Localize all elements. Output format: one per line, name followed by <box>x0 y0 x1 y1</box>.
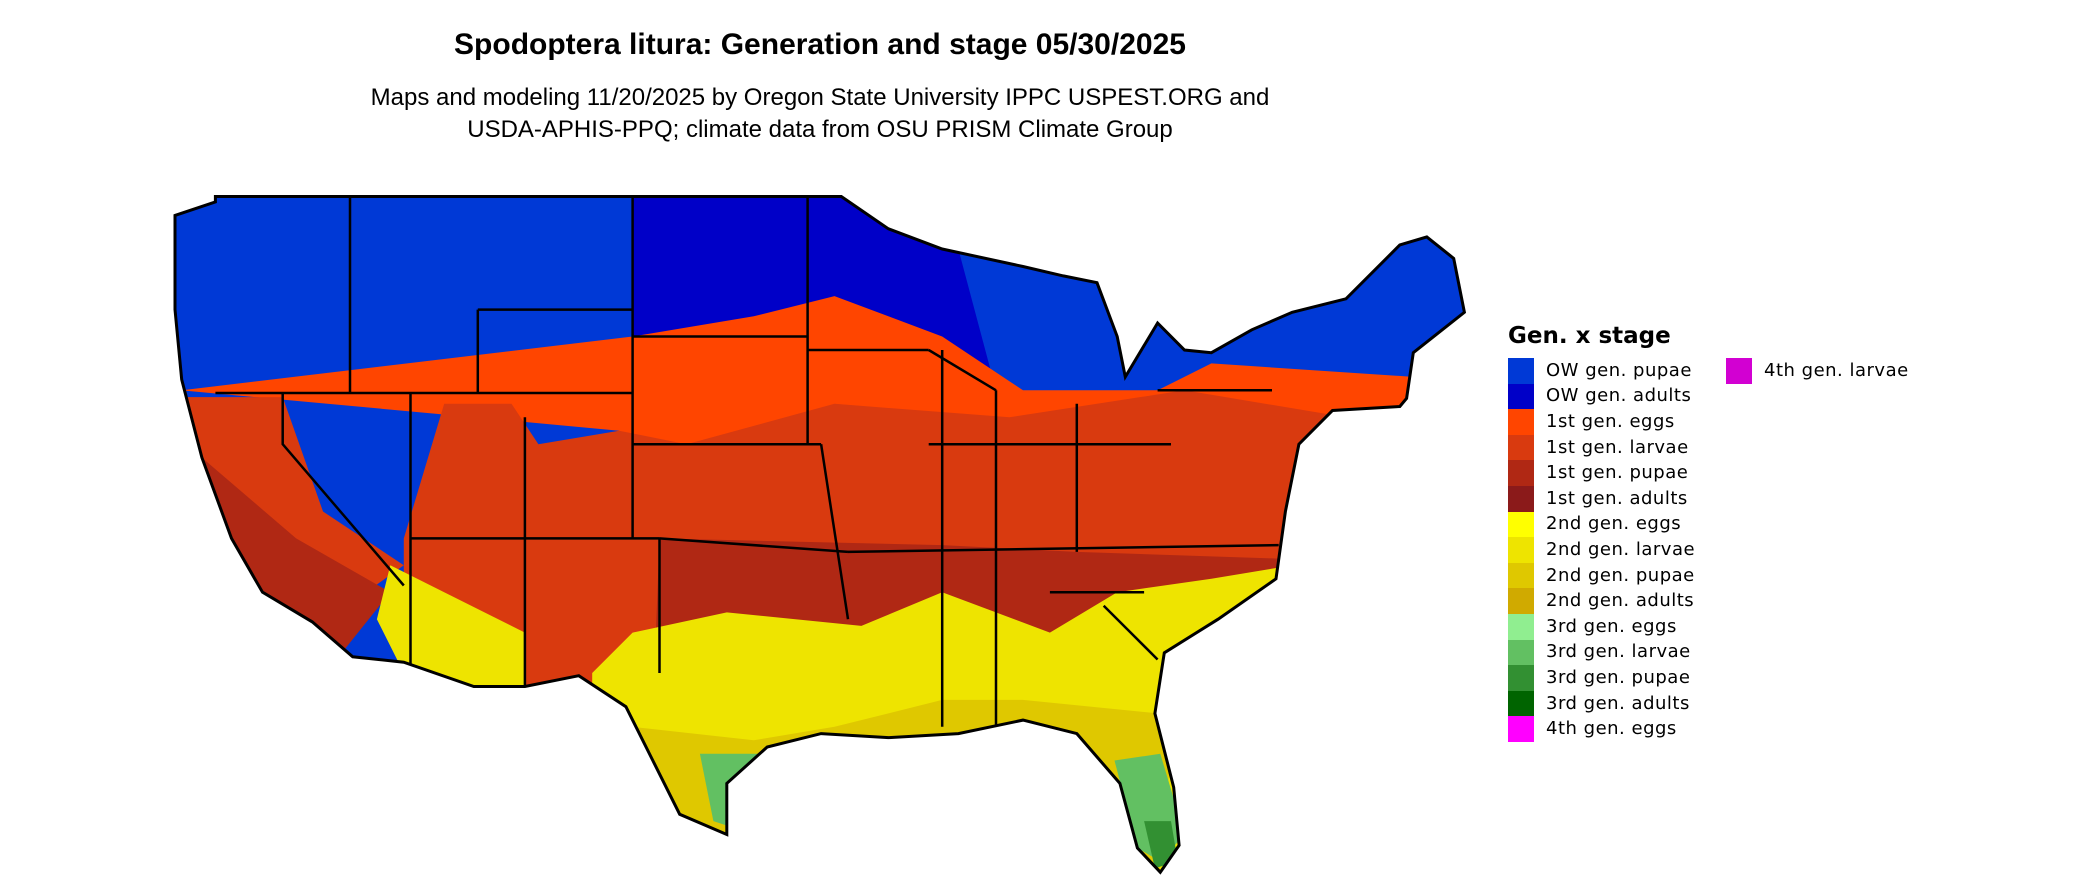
legend-label: 1st gen. eggs <box>1546 410 1675 432</box>
state-border <box>1102 604 1159 661</box>
state-border <box>281 393 405 587</box>
chart-title: Spodoptera litura: Generation and stage … <box>454 28 1186 61</box>
legend-swatch <box>1508 639 1534 666</box>
legend-item: 1st gen. eggs <box>1508 409 1726 435</box>
legend-item: OW gen. adults <box>1508 383 1726 410</box>
legend-item: 1st gen. adults <box>1508 485 1726 512</box>
legend-columns: OW gen. pupae OW gen. adults 1st gen. eggs… <box>1508 358 2068 742</box>
legend-item: 2nd gen. pupae <box>1508 562 1726 589</box>
legend-label: OW gen. pupae <box>1546 359 1692 381</box>
legend-swatch <box>1508 613 1534 640</box>
legend-title: Gen. x stage <box>1508 323 1671 349</box>
legend-swatch <box>1508 665 1534 691</box>
legend-label: 3rd gen. pupae <box>1546 666 1691 688</box>
legend: Gen. x stage OW gen. pupae OW gen. adults… <box>1508 322 2068 742</box>
legend-label: 3rd gen. larvae <box>1546 641 1691 663</box>
legend-label: OW gen. adults <box>1546 385 1692 407</box>
legend-swatch <box>1508 434 1534 461</box>
chart-subtitle-line-1: Maps and modeling 11/20/2025 by Oregon S… <box>370 84 1270 111</box>
legend-column-1: OW gen. pupae OW gen. adults 1st gen. eggs… <box>1508 358 1726 742</box>
legend-label: 2nd gen. adults <box>1546 590 1695 612</box>
legend-item: 2nd gen. larvae <box>1508 537 1726 563</box>
legend-label: 3rd gen. adults <box>1546 692 1690 714</box>
state-border <box>928 348 997 392</box>
legend-swatch <box>1508 537 1534 563</box>
legend-label: 2nd gen. pupae <box>1546 564 1695 586</box>
legend-label: 4th gen. larvae <box>1764 359 1909 381</box>
legend-swatch <box>1508 562 1534 589</box>
state-border <box>659 537 849 554</box>
legend-item: 4th gen. larvae <box>1726 358 1909 384</box>
legend-column-2: 4th gen. larvae <box>1726 358 1909 384</box>
first-pupae-west-region <box>201 457 391 660</box>
legend-swatch <box>1726 358 1752 384</box>
legend-swatch <box>1508 511 1534 538</box>
legend-swatch <box>1508 383 1534 410</box>
legend-swatch <box>1508 460 1534 486</box>
legend-swatch <box>1508 485 1534 512</box>
legend-label: 1st gen. pupae <box>1546 462 1689 484</box>
us-outline <box>173 195 1467 875</box>
legend-swatch <box>1508 690 1534 717</box>
legend-label: 4th gen. eggs <box>1546 718 1677 740</box>
third-pupae-florida-region <box>1144 821 1178 869</box>
legend-swatch <box>1508 588 1534 614</box>
legend-swatch <box>1508 716 1534 742</box>
legend-label: 1st gen. larvae <box>1546 436 1689 458</box>
legend-label: 2nd gen. larvae <box>1546 538 1696 560</box>
state-border <box>819 444 850 620</box>
legend-item: 1st gen. larvae <box>1508 434 1726 461</box>
state-border <box>847 543 1279 554</box>
legend-item: 3rd gen. pupae <box>1508 665 1726 691</box>
legend-label: 1st gen. adults <box>1546 487 1688 509</box>
legend-label: 3rd gen. eggs <box>1546 615 1677 637</box>
legend-item: 2nd gen. eggs <box>1508 511 1726 538</box>
chart-subtitle-line-2: USDA-APHIS-PPQ; climate data from OSU PR… <box>467 116 1173 143</box>
legend-swatch <box>1508 409 1534 435</box>
legend-item: 3rd gen. eggs <box>1508 613 1726 640</box>
legend-item: 4th gen. eggs <box>1508 716 1726 742</box>
legend-item: 1st gen. pupae <box>1508 460 1726 486</box>
legend-item: OW gen. pupae <box>1508 358 1726 384</box>
legend-swatch <box>1508 358 1534 384</box>
legend-item: 3rd gen. larvae <box>1508 639 1726 666</box>
legend-item: 2nd gen. adults <box>1508 588 1726 614</box>
legend-label: 2nd gen. eggs <box>1546 513 1682 535</box>
legend-item: 3rd gen. adults <box>1508 690 1726 717</box>
